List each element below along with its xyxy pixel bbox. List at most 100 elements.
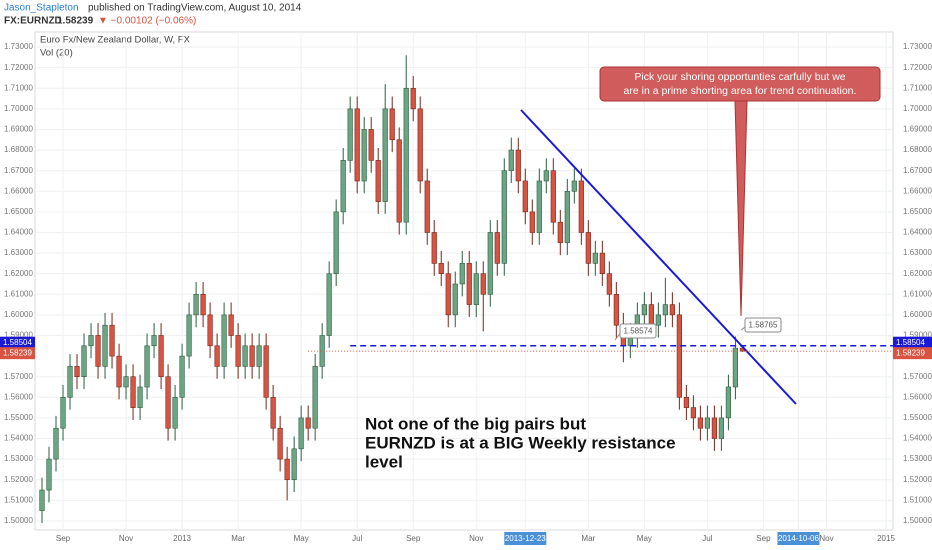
y-tick-label: 1.62000 [4,269,33,278]
candle-body [718,417,724,439]
candle-body [277,427,283,460]
candle-body [109,324,115,357]
x-tick-label: Nov [119,534,133,543]
candle-body [165,376,171,429]
candle-body [130,376,136,408]
candle-body [389,108,395,141]
axis-price-box [0,336,35,349]
x-tick-label: Nov [469,534,483,543]
candle-body [298,417,304,450]
candle-body [137,386,143,408]
axis-price-label: 1.58239 [3,348,32,357]
x-tick-label: Mar [231,534,245,543]
y-tick-label: 1.63000 [4,248,33,257]
x-tick-label: Mar [581,534,595,543]
candle-body [144,345,150,388]
y-tick-label: 1.70000 [4,104,33,113]
candle-body [291,448,297,481]
x-tick-highlight [777,532,820,545]
axis-price-box [893,347,932,360]
x-tick-label: 2013 [173,534,191,543]
candle-body [354,108,360,182]
candle-body [431,232,437,264]
y-tick-label: 1.51000 [903,495,932,504]
symbol: FX:EURNZD [4,16,62,27]
axis-price-box [0,347,35,360]
candle-body [676,314,682,398]
price-label-box [744,317,782,333]
candle-body [585,232,591,264]
y-tick-label: 1.50000 [903,516,932,525]
candle-body [74,366,80,378]
candle-body [606,273,612,295]
candle-body [613,293,619,326]
candle-body [508,149,514,171]
y-tick-label: 1.65000 [903,207,932,216]
candle-body [655,314,661,326]
x-tick-label: Sep [56,534,71,543]
candle-body [438,263,444,274]
y-tick-label: 1.67000 [903,166,932,175]
candle-body [669,304,675,316]
candle-body [256,345,262,367]
candle-body [305,417,311,429]
y-tick-label: 1.56000 [903,392,932,401]
price-label-box [619,323,657,339]
candle-body [200,293,206,316]
y-tick-label: 1.71000 [4,83,33,92]
candle-body [501,170,507,264]
y-tick-label: 1.72000 [903,63,932,72]
candle-body [515,149,521,182]
candle-body [88,335,94,347]
candle-body [249,345,255,367]
x-tick-label: 2015 [877,534,895,543]
y-tick-label: 1.51000 [4,495,33,504]
candle-body [67,366,73,398]
y-tick-label: 1.55000 [903,413,932,422]
y-tick-label: 1.59000 [903,331,932,340]
candle-body [732,347,739,388]
candle-body [319,335,325,367]
candle-body [480,273,486,295]
x-tick-label: Jul [352,534,362,543]
note-line: level [365,452,403,471]
axis-price-label: 1.58504 [896,338,925,347]
y-tick-label: 1.63000 [903,248,932,257]
candle-body [179,355,185,398]
change: ▼ −0.00102 (−0.06%) [98,16,196,27]
candle-body [228,314,234,336]
candle-body [214,345,220,367]
candle-body [151,335,157,347]
candle-body [564,190,570,244]
y-tick-label: 1.60000 [4,310,33,319]
candle-body [326,273,332,336]
y-tick-label: 1.73000 [903,42,932,51]
y-tick-label: 1.53000 [4,454,33,463]
candle-body [81,345,87,378]
candle-body [158,335,164,378]
candle-body [550,170,556,223]
y-tick-label: 1.59000 [4,331,33,340]
candle-body [221,314,227,367]
candle-body [683,397,689,408]
candle-body [263,345,269,398]
candle-body [39,489,45,511]
candle-body [235,335,241,367]
candle-body [445,273,451,316]
candle-body [270,397,276,429]
candle-body [340,160,346,213]
y-tick-label: 1.68000 [903,145,932,154]
candle-body [648,304,654,326]
x-tick-label: May [637,534,652,543]
x-tick-label: Jul [702,534,712,543]
candle-body [592,252,598,264]
x-tick-label: Sep [406,534,421,543]
y-tick-label: 1.54000 [4,434,33,443]
candle-body [333,211,339,274]
y-tick-label: 1.68000 [4,145,33,154]
y-tick-label: 1.61000 [903,289,932,298]
author[interactable]: Jason_Stapleton [4,3,79,14]
chart-title: Euro Fx/New Zealand Dollar, W, FX [40,35,191,46]
candle-body [284,458,290,481]
candle-body [193,293,199,316]
